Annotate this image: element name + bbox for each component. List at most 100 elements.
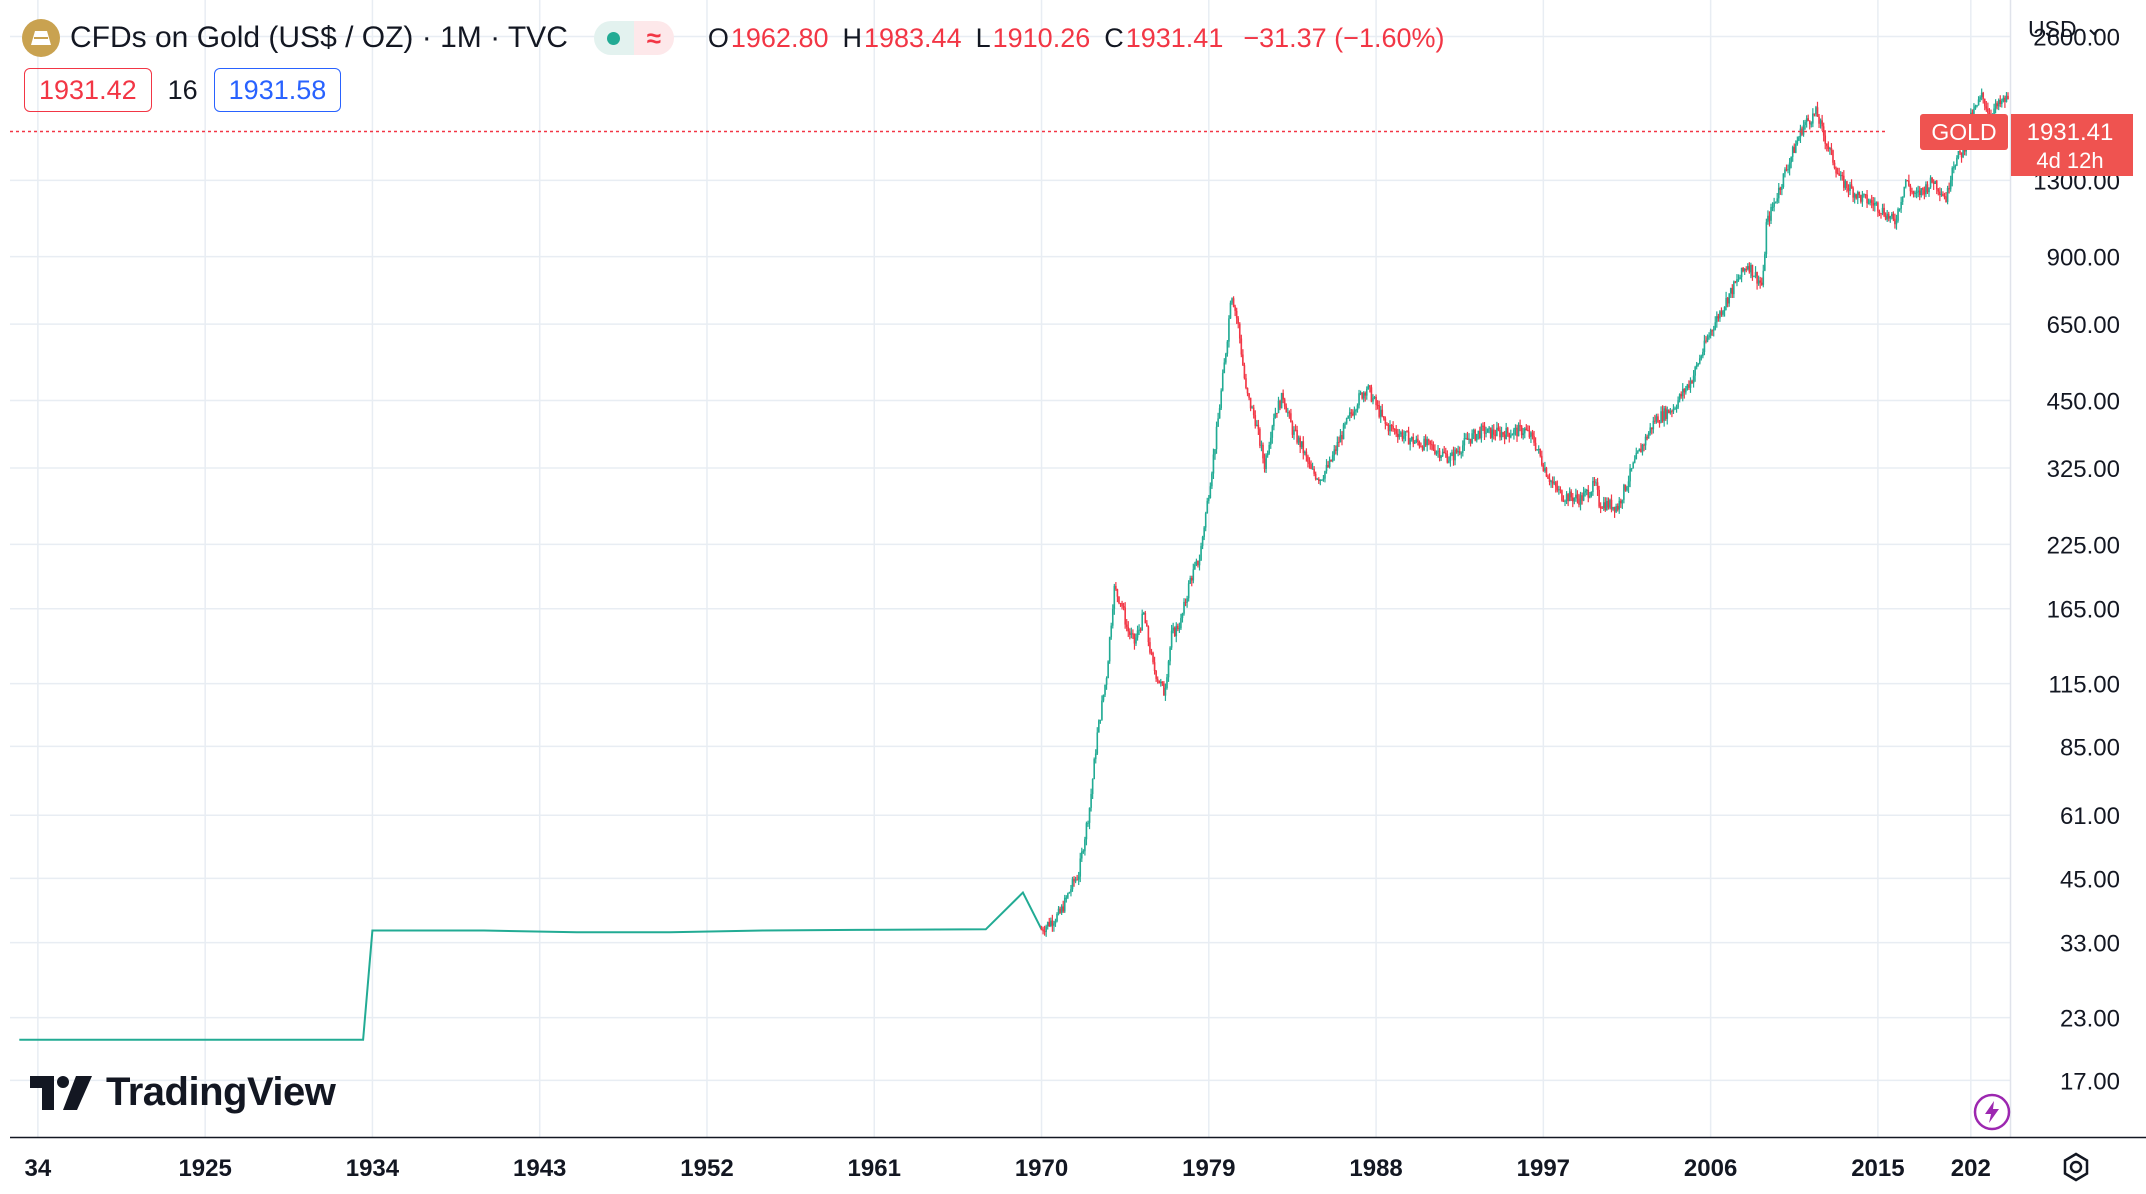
candle-body <box>1398 434 1401 438</box>
candle-body <box>1129 631 1131 635</box>
candle-body <box>1096 732 1099 754</box>
candle-body <box>1855 194 1858 199</box>
y-tick-label: 650.00 <box>2047 312 2120 339</box>
candle-body <box>1231 298 1233 303</box>
candle-body <box>1444 452 1447 455</box>
candle-body <box>1195 560 1198 565</box>
candle-body <box>1246 388 1249 394</box>
candle-body <box>1358 393 1360 406</box>
candle-body <box>1807 118 1809 121</box>
candle-body <box>1787 169 1789 171</box>
candle-body <box>1777 187 1780 199</box>
candle-body <box>1208 497 1210 501</box>
candle-body <box>1815 107 1817 114</box>
candle-body <box>1093 759 1095 780</box>
candle-body <box>1352 413 1354 416</box>
candle-body <box>1942 193 1944 197</box>
candle-body <box>1460 452 1463 454</box>
candle-body <box>1147 626 1150 643</box>
time-axis[interactable]: 34 1925 1934 1943 1952 1961 1970 1979 1988 1997 20… <box>25 1155 1991 1182</box>
candle-body <box>1547 476 1549 479</box>
candle-body <box>1640 448 1642 453</box>
candle-body <box>1108 637 1111 662</box>
candle-body <box>1234 306 1236 311</box>
candle-body <box>1571 497 1574 502</box>
buy-button[interactable]: 1931.58 <box>213 68 342 112</box>
candle-body <box>1613 506 1616 512</box>
x-tick-label: 1997 <box>1517 1155 1570 1182</box>
candle-body <box>1378 405 1380 417</box>
candle-body <box>1085 823 1088 840</box>
candle-body <box>1059 908 1061 913</box>
candle-body <box>1824 135 1827 144</box>
candle-body <box>1770 207 1772 221</box>
candle-body <box>1452 452 1455 461</box>
candle-body <box>1375 396 1377 406</box>
gold-bar-icon[interactable] <box>22 19 60 57</box>
candle-body <box>1949 180 1952 190</box>
candle-body <box>1669 411 1672 414</box>
y-tick-label: 17.00 <box>2060 1068 2120 1095</box>
candle-body <box>1336 441 1339 451</box>
candle-body <box>1077 876 1080 880</box>
candle-body <box>1723 306 1726 311</box>
candle-body <box>1598 489 1600 507</box>
candle-body <box>1311 468 1314 470</box>
candle-body <box>1609 499 1611 508</box>
price-axis[interactable]: 2600.001300.00900.00650.00450.00325.0022… <box>2033 25 2120 1096</box>
candle-body <box>1187 583 1190 599</box>
candle-body <box>1695 364 1698 368</box>
currency-selector[interactable]: USD <box>2028 16 2101 43</box>
candle-body <box>1544 467 1546 471</box>
candle-body <box>1678 394 1681 401</box>
sell-button[interactable]: 1931.42 <box>24 68 152 112</box>
candle-body <box>1562 500 1565 502</box>
candle-body <box>1663 408 1665 421</box>
candle-body <box>2007 95 2009 99</box>
y-tick-label: 33.00 <box>2060 931 2120 958</box>
brand-logo[interactable]: TradingView <box>30 1070 336 1115</box>
candle-body <box>1172 627 1174 631</box>
candle-body <box>1589 495 1591 498</box>
candle-body <box>1449 455 1452 461</box>
candle-body <box>1249 397 1252 409</box>
candle-body <box>1612 506 1614 510</box>
candle-body <box>1242 354 1244 366</box>
candle-body <box>1510 435 1512 438</box>
candle-body <box>1260 444 1263 446</box>
candle-body <box>1918 190 1921 196</box>
candle-body <box>1186 598 1188 603</box>
candle-body <box>1300 441 1303 448</box>
candle-body <box>1838 173 1840 176</box>
lightning-icon[interactable] <box>1972 1092 2012 1132</box>
candle-body <box>1296 429 1298 443</box>
candle-body <box>1471 433 1473 443</box>
trade-quotes: 1931.42 16 1931.58 <box>24 68 342 112</box>
candle-body <box>1353 411 1356 416</box>
candle-body <box>1180 618 1182 629</box>
candle-body <box>1514 427 1517 430</box>
candle-body <box>1051 920 1054 926</box>
candle-body <box>1889 216 1892 219</box>
candle-body <box>1931 177 1933 183</box>
candle-body <box>1101 700 1103 720</box>
candle-body <box>1184 601 1187 603</box>
candle-body <box>1926 184 1929 193</box>
candle-body <box>1891 213 1893 217</box>
candle-body <box>1643 444 1645 446</box>
candle-body <box>1506 427 1509 434</box>
candle-body <box>1664 408 1667 419</box>
candle-body <box>1308 462 1311 465</box>
candle-body <box>1660 411 1662 423</box>
candle-body <box>1389 424 1391 432</box>
candle-body <box>1331 455 1334 462</box>
candle-body <box>1282 392 1284 400</box>
candle-body <box>1979 97 1981 100</box>
gear-icon[interactable] <box>2058 1150 2094 1186</box>
candle-body <box>1431 444 1433 446</box>
status-badge[interactable]: ≈ <box>593 21 674 55</box>
symbol-title[interactable]: CFDs on Gold (US$ / OZ) · 1M · TVC <box>70 21 568 54</box>
candle-body <box>1666 409 1669 419</box>
candle-body <box>1413 441 1416 444</box>
